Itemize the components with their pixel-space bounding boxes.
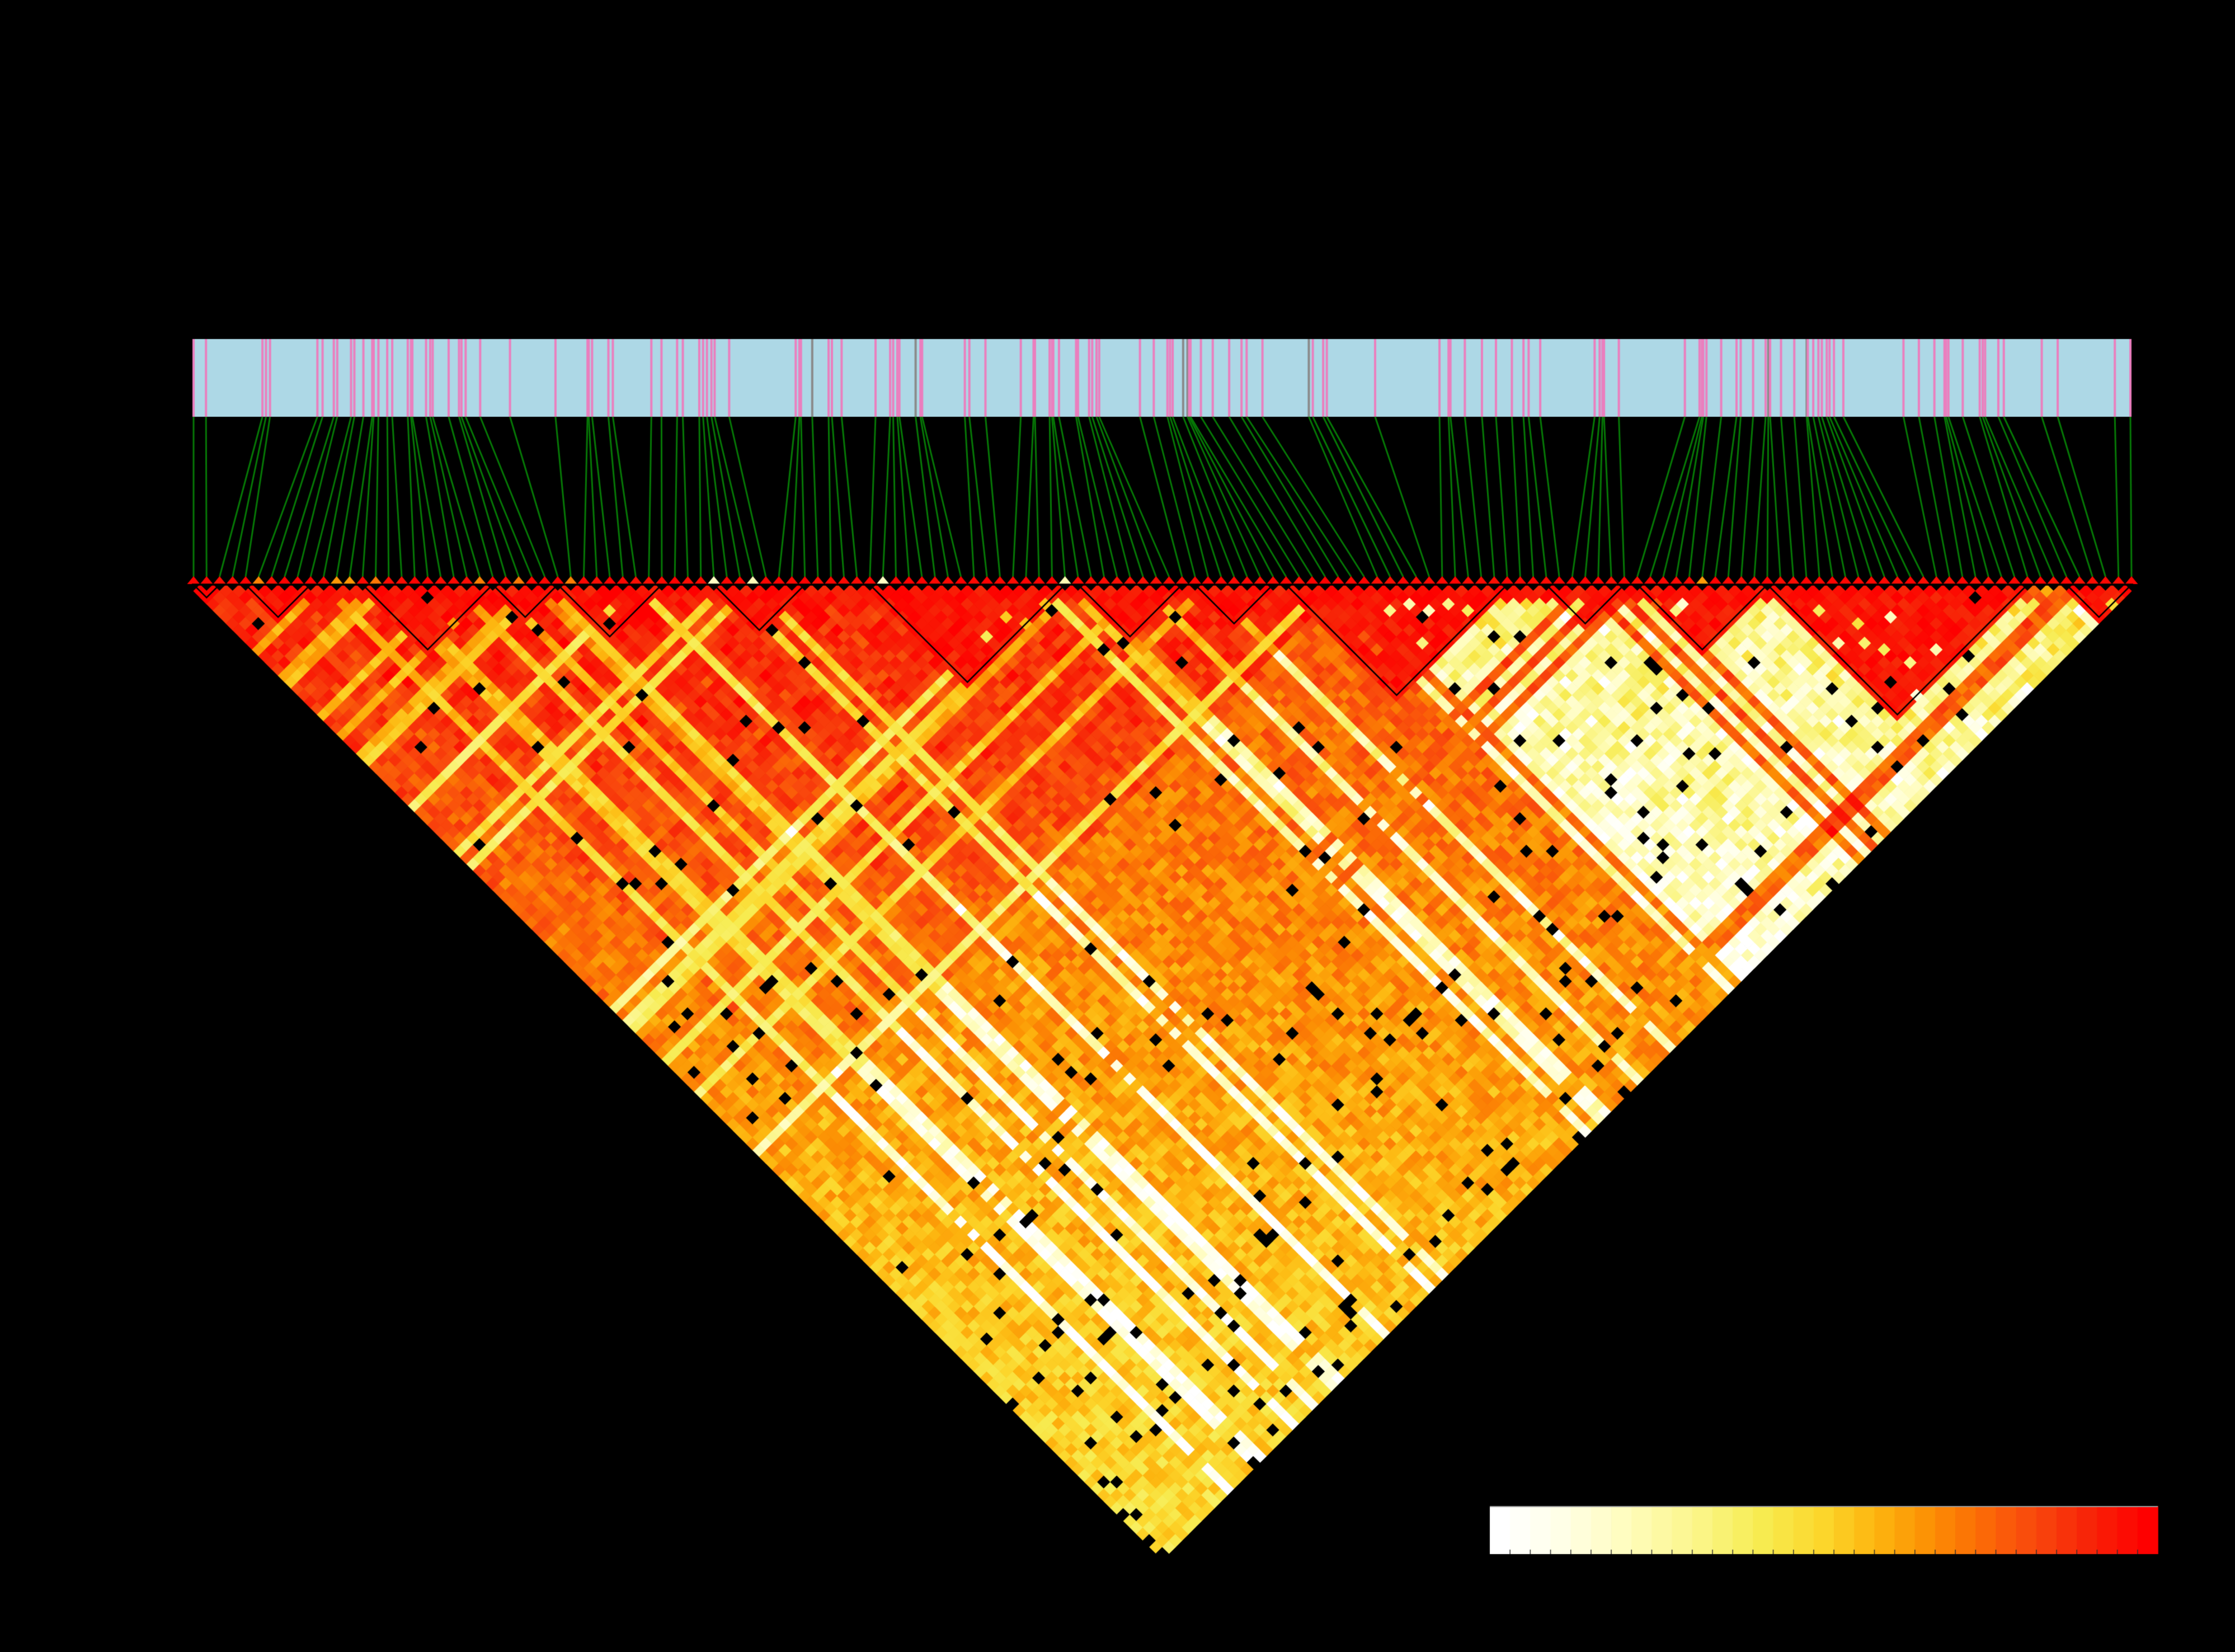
ld-heatmap-figure — [0, 0, 2235, 1652]
ld-plot-canvas — [0, 0, 2235, 1652]
